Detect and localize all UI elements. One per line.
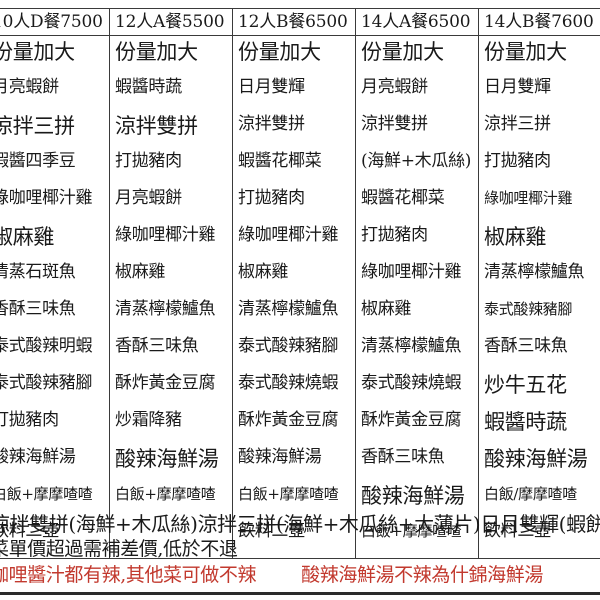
dish-item[interactable]: 白飯+摩摩喳喳	[361, 522, 462, 540]
dish-item[interactable]: 椒麻雞	[484, 225, 547, 249]
dish-item[interactable]: 日月雙輝	[238, 77, 305, 97]
dish-item[interactable]: 蝦醬花椰菜	[361, 188, 445, 208]
table-body-row: 份量加大 月亮蝦餅 涼拌三拼 蝦醬四季豆 綠咖哩椰汁雞 椒麻雞 清蒸石斑魚 香酥三味魚 泰式酸辣…	[0, 35, 600, 559]
dish-item[interactable]: 份量加大	[484, 40, 567, 64]
dish-item[interactable]: 綠咖哩椰汁雞	[238, 225, 339, 245]
dish-item[interactable]: 份量加大	[115, 40, 198, 64]
dish-list-col2: 份量加大蝦醬時蔬涼拌雙拼打拋豬肉月亮蝦餅綠咖哩椰汁雞 椒麻雞清蒸檸檬鱸魚 香酥三味魚…	[110, 36, 232, 521]
header-cell-col3[interactable]: 12人B餐6500	[232, 8, 356, 36]
dish-item[interactable]: 份量加大	[0, 40, 75, 64]
dish-item[interactable]: 椒麻雞	[238, 262, 289, 282]
dish-item[interactable]: 綠咖哩椰汁雞	[484, 189, 573, 207]
dish-item[interactable]: 蝦醬時蔬	[484, 410, 567, 434]
dish-item[interactable]: 泰式酸辣豬腳	[484, 300, 573, 318]
dish-item[interactable]: 泰式酸辣明蝦	[0, 336, 93, 356]
dish-item[interactable]: 香酥三味魚	[361, 447, 445, 467]
set-menu-table: 10人D餐7500 12人A餐5500 12人B餐6500 14人A餐6500 …	[0, 8, 600, 559]
dish-item[interactable]: 酸辣海鮮湯	[115, 447, 219, 471]
dish-item[interactable]: 白飯/摩摩喳喳	[484, 485, 577, 503]
dish-item[interactable]: 涼拌三拼	[0, 114, 75, 138]
dish-item[interactable]: 蝦醬時蔬	[115, 77, 182, 97]
dish-cell-col4: 份量加大月亮蝦餅涼拌雙拼 (海鮮+木瓜絲) 蝦醬花椰菜打拋豬肉綠咖哩椰汁雞 椒麻雞清蒸…	[355, 35, 479, 559]
dish-item[interactable]: 酸辣海鮮湯	[0, 447, 76, 467]
dish-item[interactable]: 飲料二壺	[0, 521, 59, 541]
set-title-col2: 12人A餐5500	[115, 12, 225, 32]
dish-item[interactable]: 泰式酸辣豬腳	[0, 373, 93, 393]
dish-item[interactable]: 日月雙輝	[484, 77, 551, 97]
dish-item[interactable]: 酥炸黃金豆腐	[238, 410, 339, 430]
dish-item[interactable]: 香酥三味魚	[0, 299, 76, 319]
dish-item[interactable]: 香酥三味魚	[484, 336, 568, 356]
dish-item[interactable]: (海鮮+木瓜絲)	[361, 151, 472, 171]
dish-item[interactable]: 打拋豬肉	[115, 151, 182, 171]
set-title-col4: 14人A餐6500	[361, 12, 471, 32]
set-title-col1: 10人D餐7500	[0, 12, 103, 32]
dish-cell-col2: 份量加大蝦醬時蔬涼拌雙拼打拋豬肉月亮蝦餅綠咖哩椰汁雞 椒麻雞清蒸檸檬鱸魚 香酥三味魚…	[109, 35, 233, 559]
dish-item[interactable]: 酸辣海鮮湯	[361, 484, 465, 508]
dish-item[interactable]: 綠咖哩椰汁雞	[0, 188, 93, 208]
dish-item[interactable]: 泰式酸辣豬腳	[238, 336, 339, 356]
dish-item[interactable]: 蝦醬四季豆	[0, 151, 76, 171]
dish-item[interactable]: 月亮蝦餅	[361, 77, 428, 97]
header-cell-col2[interactable]: 12人A餐5500	[109, 8, 233, 36]
dish-item[interactable]: 白飯+摩摩喳喳	[115, 485, 216, 503]
dish-item[interactable]: 椒麻雞	[361, 299, 412, 319]
dish-item[interactable]: 酸辣海鮮湯	[238, 447, 322, 467]
spice-note-curry: 咖哩醬汁都有辣,其他菜可做不辣	[0, 564, 257, 586]
dish-item[interactable]: 泰式酸辣燒蝦	[238, 373, 339, 393]
dish-item[interactable]: 酸辣海鮮湯	[484, 447, 588, 471]
dish-item[interactable]: 月亮蝦餅	[0, 77, 59, 97]
dish-item[interactable]: 份量加大	[238, 40, 321, 64]
dish-cell-col1: 份量加大月亮蝦餅涼拌三拼蝦醬四季豆綠咖哩椰汁雞椒麻雞清蒸石斑魚香酥三味魚泰式酸辣…	[0, 35, 110, 559]
dish-cell-col5: 份量加大日月雙輝涼拌三拼打拋豬肉綠咖哩椰汁雞椒麻雞清蒸檸檬鱸魚 泰式酸辣豬腳 香酥三…	[478, 35, 600, 559]
header-cell-col1[interactable]: 10人D餐7500	[0, 8, 110, 36]
dish-item[interactable]: 酥炸黃金豆腐	[361, 410, 462, 430]
header-cell-col5[interactable]: 14人B餐7600	[478, 8, 600, 36]
dish-item[interactable]: 綠咖哩椰汁雞	[361, 262, 462, 282]
dish-item[interactable]: 清蒸檸檬鱸魚	[238, 299, 339, 319]
price-difference-note: 菜單價超過需補差價,低於不退	[0, 538, 238, 560]
dish-list-col5: 份量加大日月雙輝涼拌三拼打拋豬肉綠咖哩椰汁雞椒麻雞清蒸檸檬鱸魚 泰式酸辣豬腳 香酥三…	[479, 36, 600, 558]
dish-item[interactable]: 打拋豬肉	[484, 151, 551, 171]
dish-item[interactable]: 清蒸石斑魚	[0, 262, 76, 282]
dish-item[interactable]: 炒牛五花	[484, 373, 567, 397]
dish-item[interactable]: 涼拌雙拼	[361, 114, 428, 134]
dish-item[interactable]: 飲料二壺	[484, 521, 551, 541]
dish-item[interactable]: 酥炸黃金豆腐	[115, 373, 216, 393]
spice-note-soup: 酸辣海鮮湯不辣為什錦海鮮湯	[301, 564, 543, 586]
dish-item[interactable]: 清蒸檸檬鱸魚	[115, 299, 216, 319]
set-title-col3: 12人B餐6500	[238, 12, 348, 32]
dish-item[interactable]: 打拋豬肉	[0, 410, 59, 430]
dish-list-col4: 份量加大月亮蝦餅涼拌雙拼 (海鮮+木瓜絲) 蝦醬花椰菜打拋豬肉綠咖哩椰汁雞 椒麻雞清蒸…	[356, 36, 478, 558]
dish-list-col3: 份量加大日月雙輝涼拌雙拼蝦醬花椰菜打拋豬肉綠咖哩椰汁雞 椒麻雞清蒸檸檬鱸魚 泰式酸辣…	[233, 36, 355, 558]
dish-item[interactable]: 清蒸檸檬鱸魚	[484, 262, 585, 282]
dish-item[interactable]: 份量加大	[361, 40, 444, 64]
dish-item[interactable]: 椒麻雞	[115, 262, 166, 282]
dish-item[interactable]: 炒霜降豬	[115, 410, 182, 430]
table-header-row: 10人D餐7500 12人A餐5500 12人B餐6500 14人A餐6500 …	[0, 8, 600, 36]
set-title-col5: 14人B餐7600	[484, 12, 594, 32]
dish-item[interactable]: 打拋豬肉	[361, 225, 428, 245]
dish-cell-col3: 份量加大日月雙輝涼拌雙拼蝦醬花椰菜打拋豬肉綠咖哩椰汁雞 椒麻雞清蒸檸檬鱸魚 泰式酸辣…	[232, 35, 356, 559]
dish-item[interactable]: 白飯+摩摩喳喳	[0, 485, 93, 503]
dish-item[interactable]: 香酥三味魚	[115, 336, 199, 356]
dish-item[interactable]: 涼拌雙拼	[238, 114, 305, 134]
dish-item[interactable]: 白飯+摩摩喳喳	[238, 485, 339, 503]
combo-explanation-note: 涼拌雙拼(海鮮+木瓜絲)涼拌三拼(海鮮+木瓜絲+大薄片)日月雙輝(蝦餅+海鮮卷)	[0, 512, 600, 536]
dish-item[interactable]: 飲料二壺	[238, 521, 305, 541]
dish-item[interactable]: 綠咖哩椰汁雞	[115, 225, 216, 245]
dish-item[interactable]: 泰式酸辣燒蝦	[361, 373, 462, 393]
spice-notes-row: 咖哩醬汁都有辣,其他菜可做不辣 酸辣海鮮湯不辣為什錦海鮮湯	[0, 560, 600, 587]
dish-item[interactable]: 清蒸檸檬鱸魚	[361, 336, 462, 356]
dish-item[interactable]: 涼拌三拼	[484, 114, 551, 134]
dish-item[interactable]: 椒麻雞	[0, 225, 55, 249]
bottom-divider	[0, 592, 600, 595]
dish-item[interactable]: 打拋豬肉	[238, 188, 305, 208]
dish-list-col1: 份量加大月亮蝦餅涼拌三拼蝦醬四季豆綠咖哩椰汁雞椒麻雞清蒸石斑魚香酥三味魚泰式酸辣…	[0, 36, 109, 558]
dish-item[interactable]: 涼拌雙拼	[115, 114, 198, 138]
dish-item[interactable]: 蝦醬花椰菜	[238, 151, 322, 171]
header-cell-col4[interactable]: 14人A餐6500	[355, 8, 479, 36]
dish-item[interactable]: 月亮蝦餅	[115, 188, 182, 208]
